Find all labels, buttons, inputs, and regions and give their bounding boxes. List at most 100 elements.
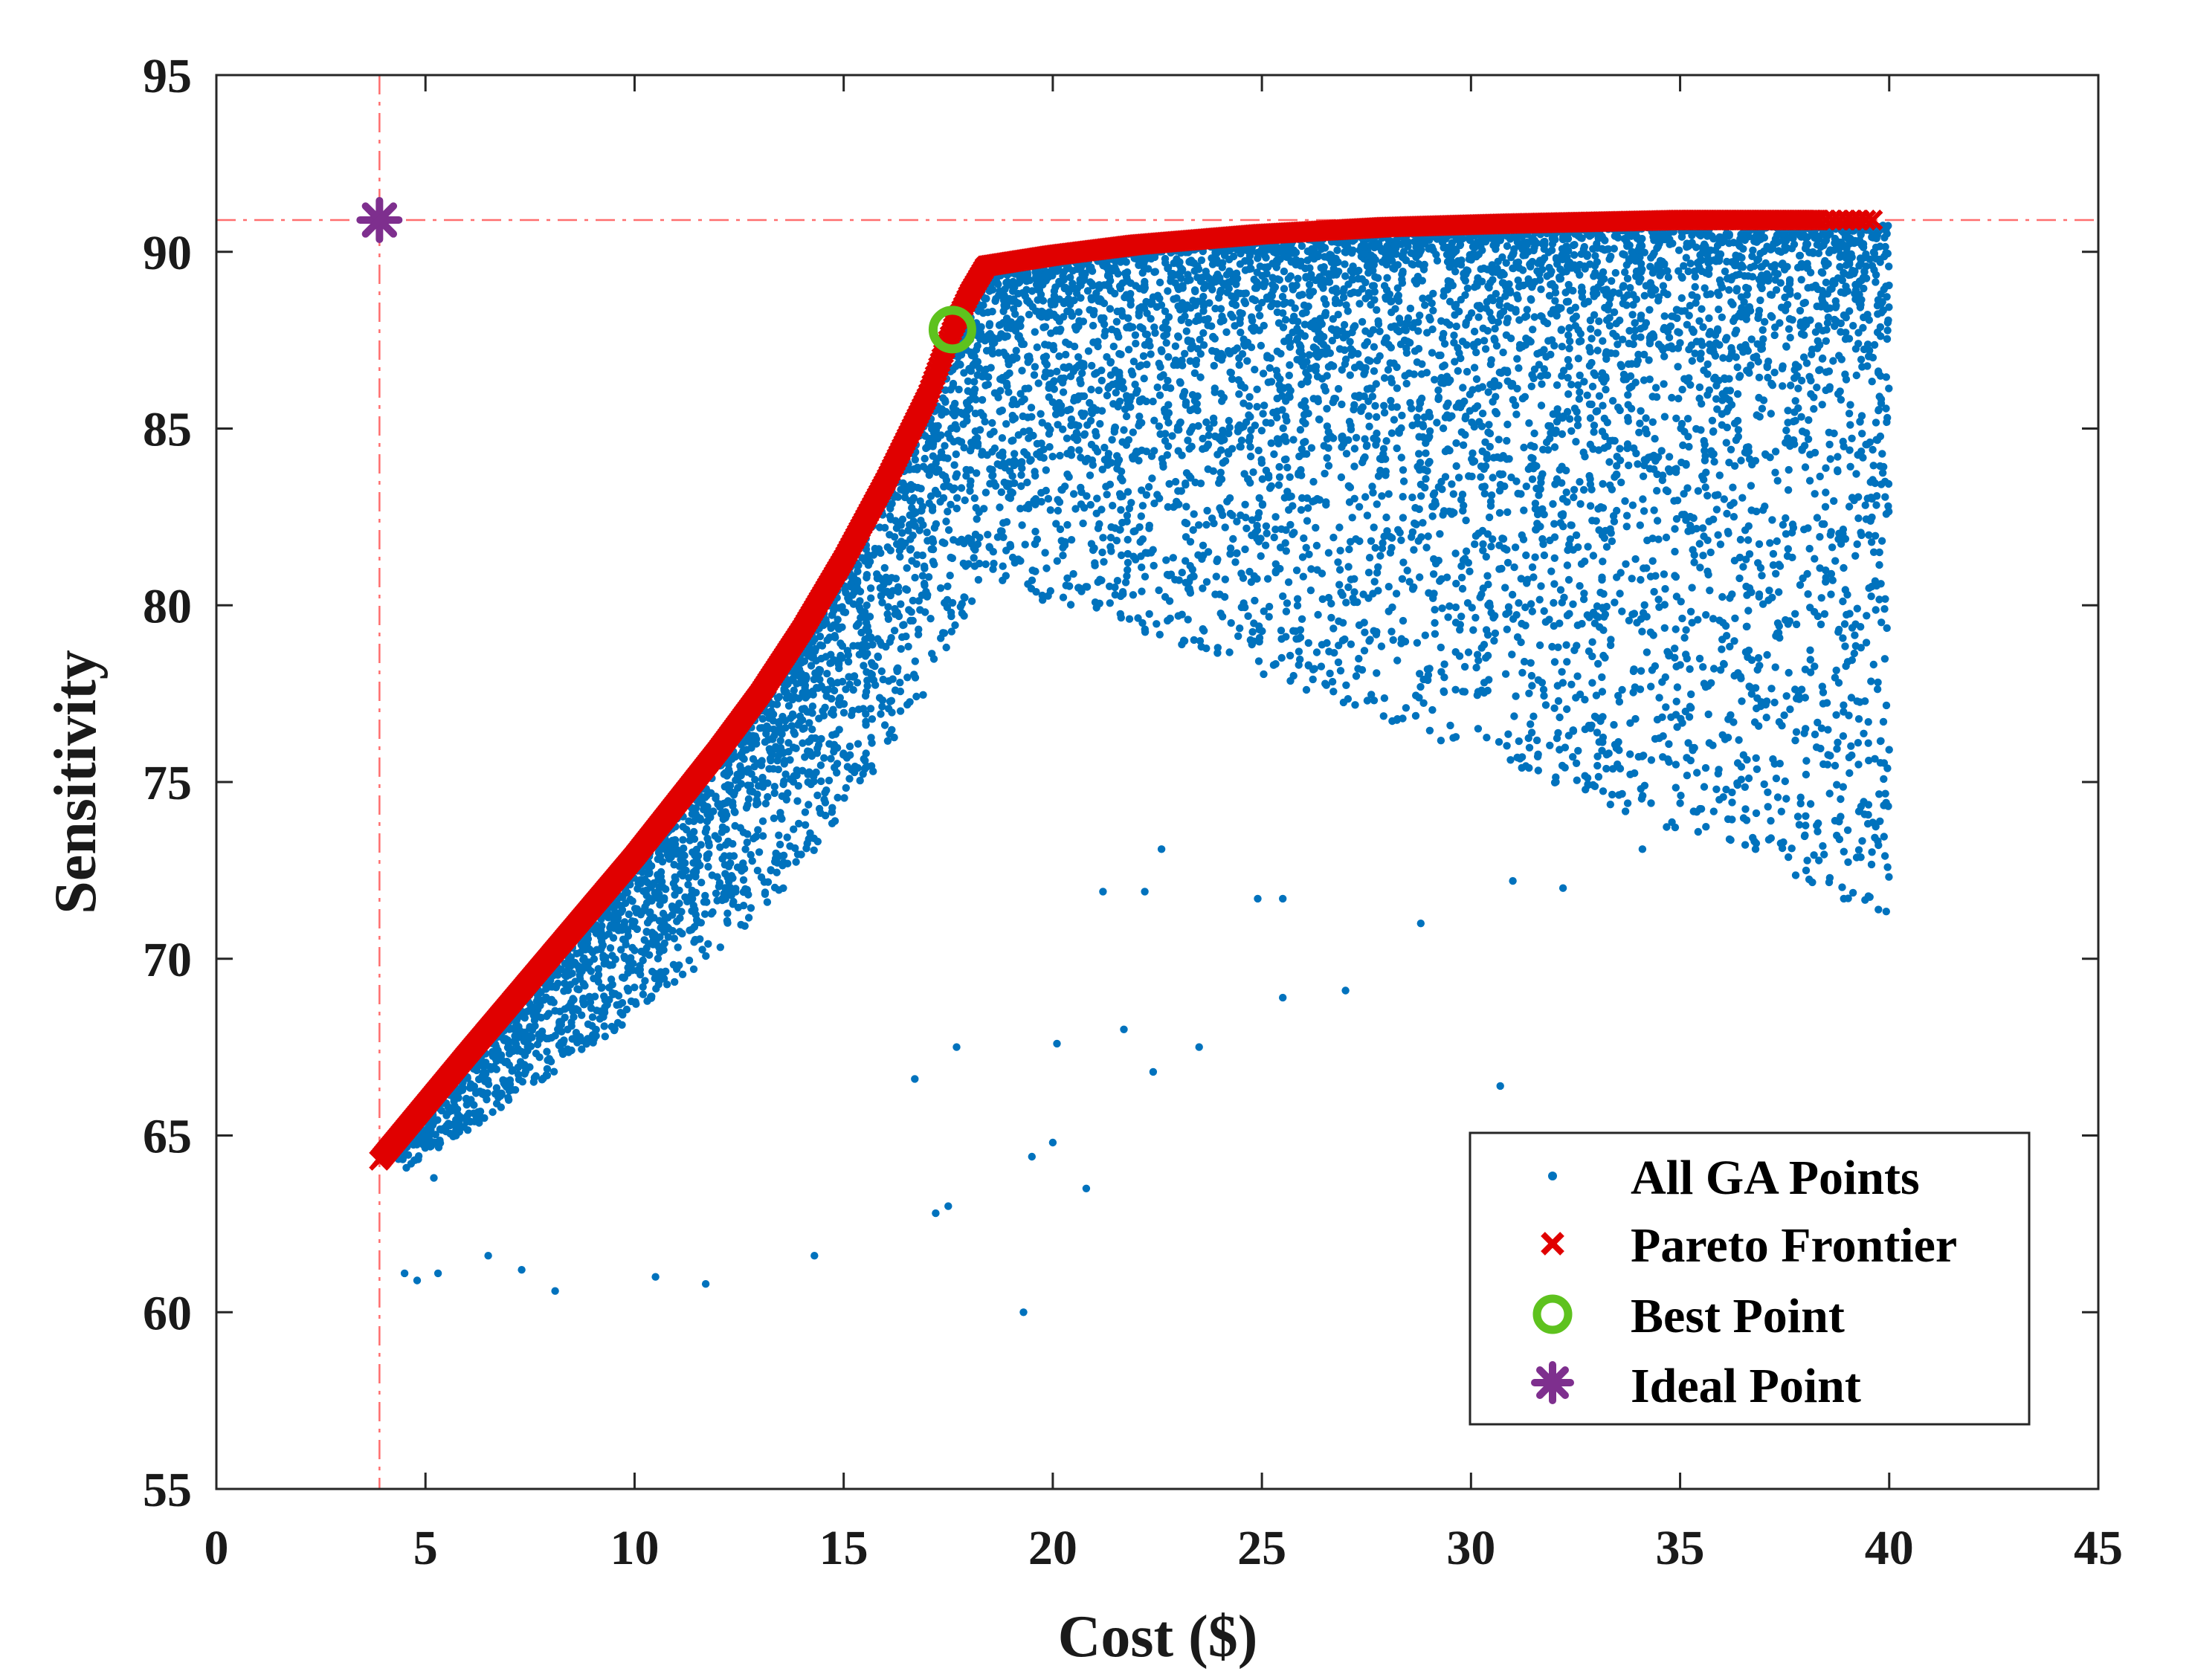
ga-point [1804,284,1812,292]
ga-point [1725,375,1733,383]
ga-point [1825,789,1834,798]
ga-point [779,851,788,860]
ga-point [854,567,862,575]
ga-point [1725,355,1733,363]
ga-point [1257,427,1266,435]
ga-point [1472,348,1480,357]
ga-point [867,734,875,742]
ga-point [1056,451,1064,460]
ga-point [1858,837,1866,845]
ga-point [1455,652,1464,660]
ga-point [1743,622,1751,630]
ga-point [946,572,954,580]
ga-point [900,621,908,629]
ga-point [1791,610,1799,618]
ga-point [1314,610,1322,619]
ga-point [1279,592,1287,601]
ga-point [1871,755,1879,763]
ga-point [1616,406,1624,415]
ga-point [1378,492,1386,500]
ga-point [1654,340,1663,349]
ga-point [1792,620,1801,629]
ga-point [1670,497,1678,505]
ga-point [669,879,677,888]
ga-point [1289,436,1298,444]
ga-point [1358,317,1367,326]
ga-point [1509,264,1517,273]
ga-point [1286,473,1294,481]
ga-point [1691,282,1699,291]
ga-point [1709,665,1718,673]
ga-point [1259,410,1267,418]
ga-point [1452,322,1461,331]
ga-point [1228,375,1237,384]
ga-point [1766,539,1774,547]
ga-point [1872,606,1880,614]
ga-point [1658,678,1666,686]
ga-point [1556,265,1564,274]
ga-point [1831,761,1840,770]
ga-point [1885,303,1893,311]
ga-point [1205,299,1213,307]
ga-point [1882,249,1890,257]
ga-point [1730,557,1739,565]
ga-point [1702,468,1710,476]
ga-point [1650,587,1658,596]
ga-point [966,487,974,495]
ga-point [921,581,929,589]
ga-point [1640,291,1648,300]
ga-point [1755,373,1764,381]
ga-point [1563,561,1572,569]
ga-point [1293,595,1302,603]
ga-point [1716,540,1725,549]
ga-point [1867,592,1875,601]
ga-point [1174,333,1183,341]
ga-point [1769,549,1778,558]
ga-point [1759,335,1767,343]
ga-point [1216,468,1225,476]
ga-point [1158,455,1167,463]
ga-point [1608,397,1617,405]
ga-point [1607,252,1615,261]
ga-point [1438,604,1446,613]
ga-point [896,707,905,715]
ga-point [1672,572,1680,581]
ga-point [1174,487,1182,495]
ga-point [776,840,784,849]
ga-point [1576,500,1585,508]
ga-point [1637,667,1645,675]
ga-point [942,517,950,526]
ga-point [1248,639,1257,647]
ga-point [1714,531,1722,539]
ga-point [1164,353,1173,361]
ga-point [1599,268,1608,277]
ga-point [1412,280,1421,288]
ga-point [1744,607,1753,615]
ga-point [939,629,947,637]
ga-point [1757,263,1765,271]
ga-point [878,696,887,705]
ga-point [1411,347,1419,355]
ga-point [884,705,893,713]
ga-point [1883,624,1891,633]
ga-point [1840,847,1848,856]
ga-point [1501,584,1509,592]
ga-point [1767,410,1775,418]
ga-point [1672,784,1680,792]
ga-point [1459,441,1468,449]
ga-point [1094,524,1103,532]
ga-point [1558,668,1566,676]
ga-point [697,879,706,887]
ga-point [1595,392,1604,400]
ga-point [1562,641,1570,649]
ga-point [749,755,758,763]
ga-point [874,652,882,661]
ga-point [1399,466,1408,474]
ga-point [639,990,648,998]
ga-point [1811,730,1819,739]
ga-point [1433,256,1442,265]
ga-point [1347,640,1356,648]
ga-point [1723,509,1731,518]
ga-point [1714,769,1722,778]
ga-point [911,573,919,582]
